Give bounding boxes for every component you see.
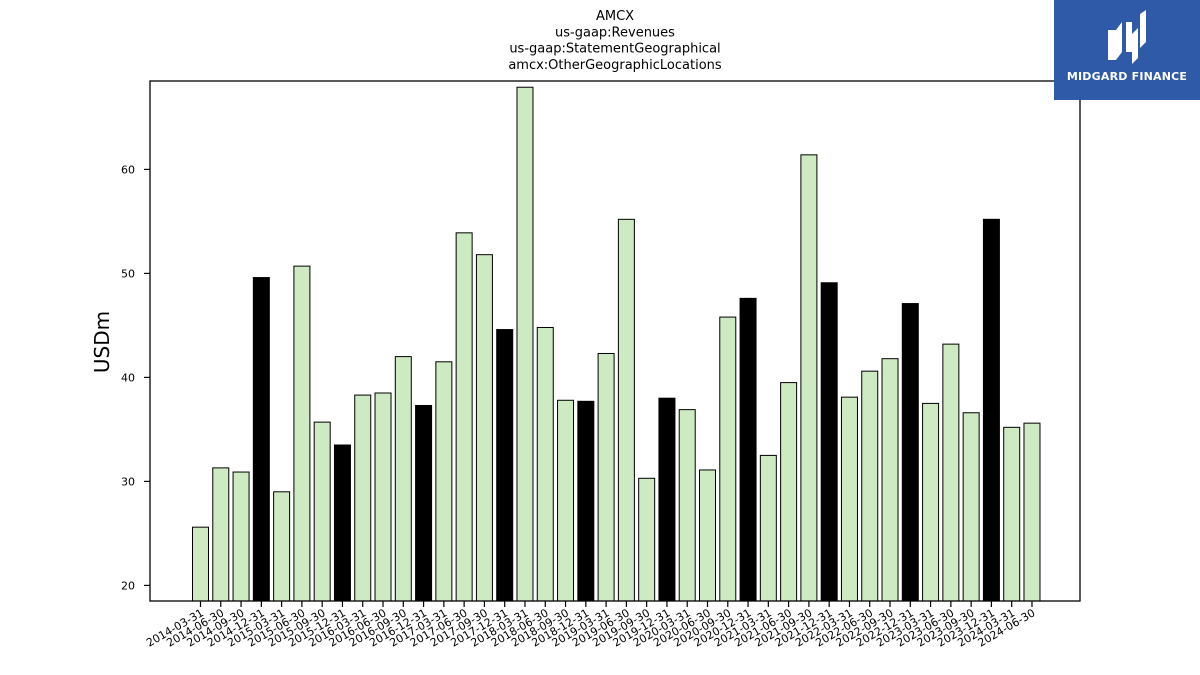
bar <box>536 326 554 602</box>
bar <box>820 282 838 602</box>
bar <box>780 382 798 602</box>
bar <box>394 356 412 602</box>
bar <box>496 329 514 602</box>
bar <box>881 358 899 602</box>
chart-title-line: us-gaap:Revenues <box>555 25 675 40</box>
bar <box>435 361 453 602</box>
bar <box>1023 422 1041 602</box>
bar <box>374 392 392 602</box>
chart-title-line: AMCX <box>596 9 634 24</box>
logo-mark-icon <box>1108 10 1146 64</box>
bar <box>516 86 534 602</box>
bar <box>901 303 919 602</box>
chart-title-line: amcx:OtherGeographicLocations <box>508 58 722 73</box>
bar <box>273 491 291 602</box>
bar <box>192 526 209 602</box>
bar <box>597 352 615 602</box>
bar <box>922 402 940 602</box>
bar <box>658 397 676 602</box>
bar <box>719 316 737 602</box>
bar <box>415 404 433 602</box>
bar <box>678 409 696 602</box>
bar <box>293 265 311 602</box>
bar <box>840 396 858 602</box>
plot-area <box>149 80 1081 602</box>
y-axis-label: USDm <box>90 311 114 373</box>
bar <box>252 277 270 602</box>
y-tick-label: 50 <box>121 267 135 280</box>
plot-frame <box>149 80 1081 602</box>
bar <box>577 400 595 602</box>
bar <box>739 297 757 602</box>
y-tick-label: 60 <box>121 163 135 176</box>
bar <box>557 399 575 602</box>
x-axis: 2014-03-312014-06-302014-09-302014-12-31… <box>144 601 1037 650</box>
chart-title-line: us-gaap:StatementGeographical <box>509 42 720 57</box>
bar <box>759 454 777 602</box>
bar <box>475 254 493 602</box>
bar <box>699 469 716 602</box>
bar <box>617 218 635 602</box>
bar <box>232 471 250 602</box>
bar <box>800 154 818 602</box>
logo-text: MIDGARD FINANCE <box>1066 70 1188 83</box>
bar <box>942 343 960 602</box>
bar <box>861 370 879 602</box>
y-axis: 20 30 40 50 60 <box>121 163 150 592</box>
bar <box>212 467 230 602</box>
bar <box>638 477 656 602</box>
bar <box>1003 426 1021 602</box>
bar <box>313 421 331 602</box>
y-tick-label: 30 <box>121 475 135 488</box>
bar <box>982 218 1000 602</box>
midgard-finance-logo: MIDGARD FINANCE <box>1054 0 1200 100</box>
bar <box>455 232 473 602</box>
bar <box>333 444 351 602</box>
y-tick-label: 20 <box>121 579 135 592</box>
bar <box>354 394 372 602</box>
y-tick-label: 40 <box>121 371 135 384</box>
bar <box>962 412 980 602</box>
